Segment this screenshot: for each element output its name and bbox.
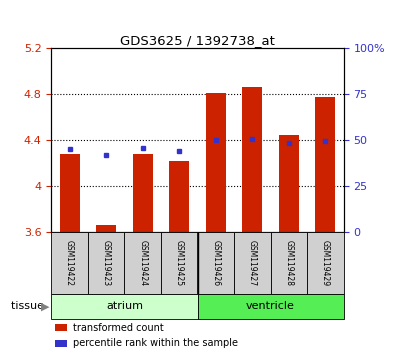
Text: GSM119424: GSM119424 (138, 240, 147, 286)
Text: GSM119422: GSM119422 (65, 240, 74, 286)
Bar (206, 93, 226, 232)
Bar (234, 232, 271, 294)
Bar (161, 232, 198, 294)
Bar (315, 97, 335, 232)
Bar (198, 232, 234, 294)
Bar (60, 154, 80, 232)
Text: GSM119423: GSM119423 (102, 240, 111, 286)
Bar (51, 232, 88, 294)
Text: transformed count: transformed count (73, 322, 164, 332)
Bar (242, 87, 262, 232)
Bar (279, 135, 299, 232)
Bar (96, 225, 116, 232)
Title: GDS3625 / 1392738_at: GDS3625 / 1392738_at (120, 34, 275, 47)
Text: ventricle: ventricle (246, 301, 295, 311)
Bar (55, 339, 68, 347)
Bar (307, 232, 344, 294)
Bar (198, 294, 344, 319)
Bar (169, 161, 189, 232)
Bar (88, 232, 124, 294)
Text: GSM119429: GSM119429 (321, 240, 330, 286)
Text: GSM119426: GSM119426 (211, 240, 220, 286)
Text: GSM119425: GSM119425 (175, 240, 184, 286)
Bar (55, 324, 68, 331)
Text: percentile rank within the sample: percentile rank within the sample (73, 338, 239, 348)
Bar (133, 154, 153, 232)
Bar (51, 294, 198, 319)
Bar (124, 232, 161, 294)
Text: GSM119428: GSM119428 (284, 240, 293, 286)
Bar (271, 232, 307, 294)
Text: tissue: tissue (11, 301, 47, 311)
Text: ▶: ▶ (41, 301, 49, 311)
Text: GSM119427: GSM119427 (248, 240, 257, 286)
Text: atrium: atrium (106, 301, 143, 311)
